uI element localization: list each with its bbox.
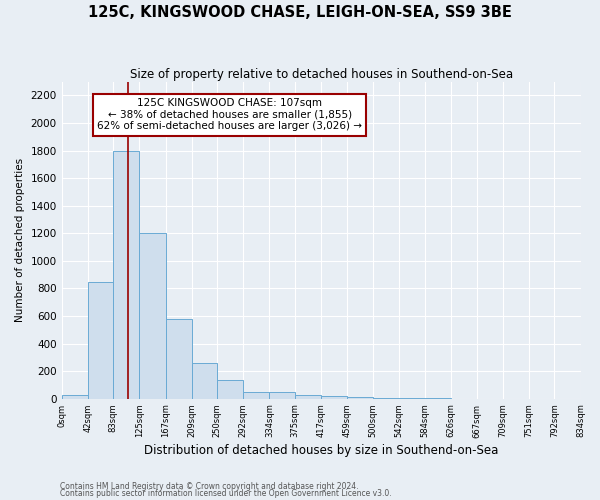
Bar [88, 282, 113, 399]
Text: Contains HM Land Registry data © Crown copyright and database right 2024.: Contains HM Land Registry data © Crown c… [60, 482, 359, 491]
Text: Contains public sector information licensed under the Open Government Licence v3: Contains public sector information licen… [60, 490, 392, 498]
Text: 125C, KINGSWOOD CHASE, LEIGH-ON-SEA, SS9 3BE: 125C, KINGSWOOD CHASE, LEIGH-ON-SEA, SS9… [88, 5, 512, 20]
Bar [62, 394, 88, 398]
Bar [191, 363, 217, 398]
Bar [321, 396, 347, 398]
Bar [113, 150, 139, 398]
Text: 125C KINGSWOOD CHASE: 107sqm
← 38% of detached houses are smaller (1,855)
62% of: 125C KINGSWOOD CHASE: 107sqm ← 38% of de… [97, 98, 362, 132]
Title: Size of property relative to detached houses in Southend-on-Sea: Size of property relative to detached ho… [130, 68, 512, 80]
Bar [244, 392, 269, 398]
Y-axis label: Number of detached properties: Number of detached properties [15, 158, 25, 322]
Bar [217, 380, 244, 398]
Bar [166, 318, 191, 398]
Bar [295, 394, 321, 398]
Bar [269, 392, 295, 398]
Bar [139, 234, 166, 398]
X-axis label: Distribution of detached houses by size in Southend-on-Sea: Distribution of detached houses by size … [144, 444, 498, 458]
